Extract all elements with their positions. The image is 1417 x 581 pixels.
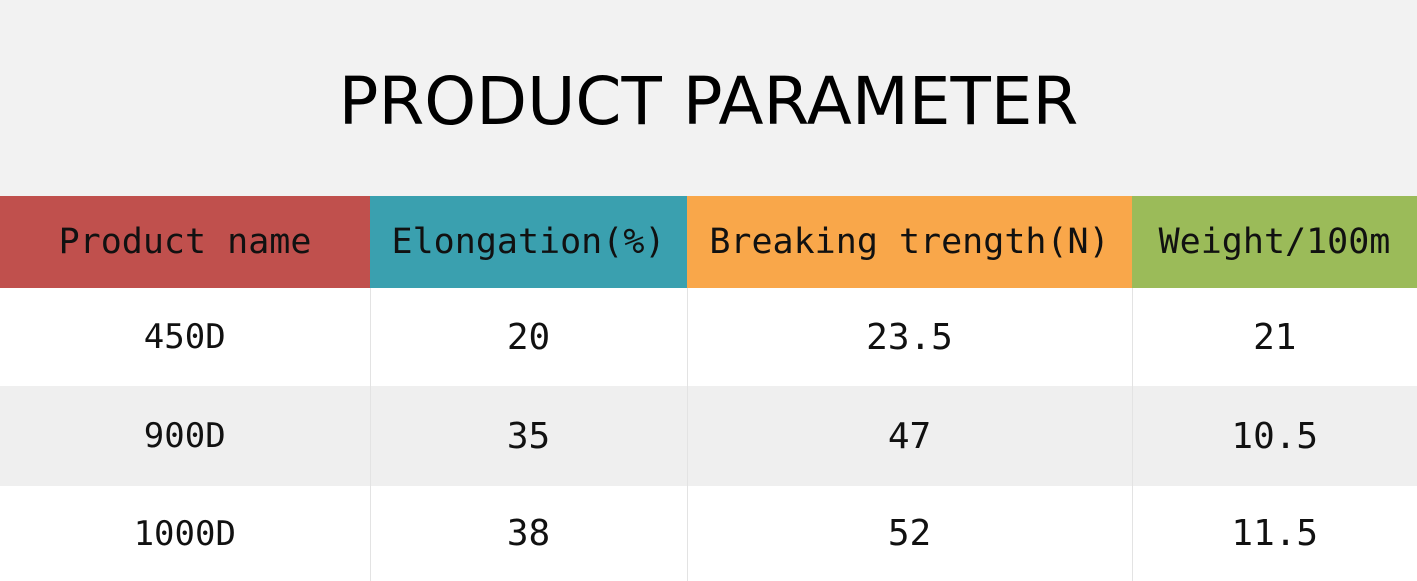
cell-breaking-strength: 52 [687, 486, 1133, 581]
header-weight: Weight/100m [1132, 196, 1417, 288]
title-band: PRODUCT PARAMETER [0, 0, 1417, 196]
cell-weight: 10.5 [1132, 386, 1417, 486]
cell-elongation: 20 [370, 288, 688, 386]
cell-elongation: 38 [370, 486, 688, 581]
cell-weight: 21 [1132, 288, 1417, 386]
header-product-name: Product name [0, 196, 370, 288]
cell-weight: 11.5 [1132, 486, 1417, 581]
header-elongation: Elongation(%) [370, 196, 687, 288]
cell-product-name: 450D [0, 288, 371, 386]
table-header-row: Product name Elongation(%) Breaking tren… [0, 196, 1417, 288]
product-parameter-table: Product name Elongation(%) Breaking tren… [0, 196, 1417, 581]
cell-product-name: 1000D [0, 486, 371, 581]
cell-elongation: 35 [370, 386, 688, 486]
cell-breaking-strength: 23.5 [687, 288, 1133, 386]
page-title: PRODUCT PARAMETER [338, 62, 1079, 140]
cell-product-name: 900D [0, 386, 371, 486]
table-row: 450D 20 23.5 21 [0, 288, 1417, 386]
table-row: 1000D 38 52 11.5 [0, 486, 1417, 581]
table-row: 900D 35 47 10.5 [0, 386, 1417, 486]
cell-breaking-strength: 47 [687, 386, 1133, 486]
header-breaking-strength: Breaking trength(N) [687, 196, 1132, 288]
